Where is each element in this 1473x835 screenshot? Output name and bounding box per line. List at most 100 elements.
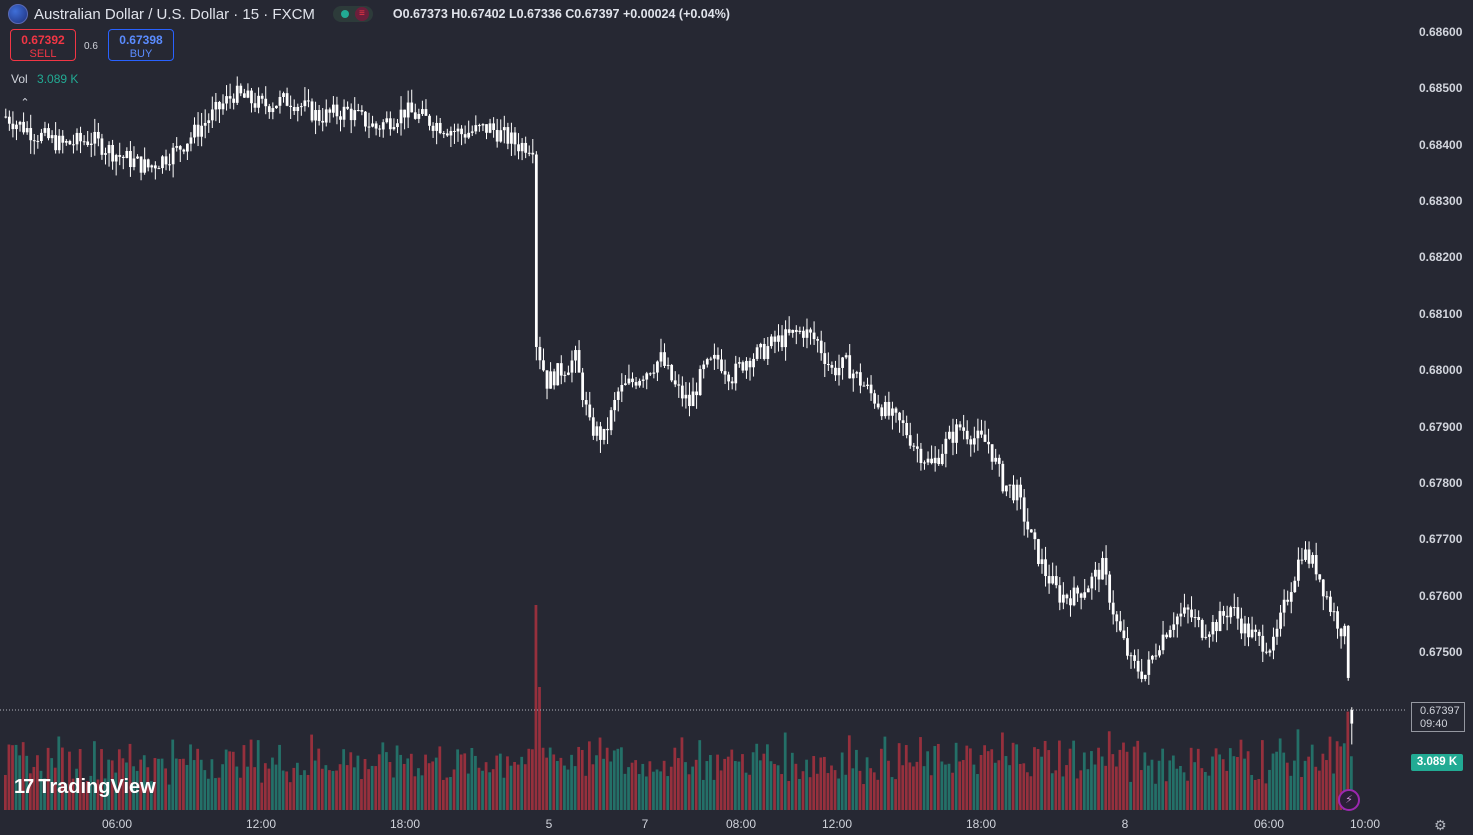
volume-bar	[509, 765, 513, 810]
candle-body	[474, 125, 478, 132]
symbol-title[interactable]: Australian Dollar / U.S. Dollar · 15 · F…	[34, 5, 315, 23]
candle-body	[96, 131, 100, 139]
candle-body	[428, 115, 431, 126]
volume-bar	[822, 756, 826, 810]
volume-bar	[1100, 756, 1104, 810]
candle-body	[812, 332, 816, 340]
volume-bar	[263, 763, 267, 810]
volume-bar	[388, 762, 392, 810]
volume-bar	[445, 777, 449, 810]
volume-bar	[1097, 747, 1100, 810]
market-status[interactable]: ≡	[332, 6, 373, 22]
volume-bar	[57, 736, 61, 810]
candle-body	[631, 378, 634, 383]
volume-bar	[947, 763, 951, 810]
price-tick-label: 0.67700	[1419, 532, 1463, 547]
candle-body	[1140, 671, 1144, 679]
market-open-dot-icon	[340, 10, 349, 18]
volume-bar	[933, 746, 937, 810]
volume-bar	[160, 758, 164, 810]
candle-body	[670, 364, 674, 381]
candle-body	[64, 141, 68, 143]
candle-body	[1054, 576, 1058, 586]
volume-bar	[100, 749, 103, 810]
candle-body	[1218, 611, 1222, 632]
candle-body	[86, 141, 90, 145]
volume-bar	[723, 758, 727, 810]
candle-body	[1168, 629, 1172, 638]
volume-bar	[1015, 744, 1019, 810]
volume-bar	[1204, 771, 1207, 810]
volume-bar	[1154, 783, 1157, 810]
volume-bar	[431, 761, 435, 810]
volume-bar	[1207, 775, 1211, 810]
candle-body	[257, 95, 260, 108]
candle-body	[1129, 655, 1133, 657]
candle-body	[100, 138, 104, 155]
volume-bar	[495, 755, 499, 810]
candle-body	[1293, 580, 1297, 593]
buy-button[interactable]: 0.67398 BUY	[108, 29, 174, 61]
candle-body	[787, 329, 791, 333]
candle-body	[1115, 614, 1119, 622]
candle-body	[1236, 607, 1240, 619]
volume-bar	[1314, 766, 1318, 810]
lightning-icon[interactable]: ⚡	[1338, 789, 1360, 811]
buy-label: BUY	[129, 48, 153, 60]
candle-body	[4, 116, 8, 118]
candle-body	[898, 412, 901, 421]
settings-gear-icon[interactable]: ⚙	[1434, 817, 1447, 833]
sell-button[interactable]: 0.67392 SELL	[10, 29, 76, 61]
candle-body	[826, 363, 830, 366]
candle-body	[841, 357, 844, 368]
candle-body	[688, 394, 691, 407]
volume-bar	[851, 768, 855, 810]
candle-body	[948, 431, 951, 439]
candle-body	[132, 158, 136, 168]
candle-body	[951, 431, 955, 443]
candle-body	[15, 124, 18, 130]
candle-body	[239, 85, 243, 94]
volume-bar	[139, 759, 143, 810]
volume-bar	[787, 781, 791, 810]
candle-body	[385, 118, 389, 123]
volume-bar	[1143, 752, 1147, 810]
volume-bar	[630, 762, 634, 810]
volume-bar	[1082, 752, 1086, 810]
volume-bar	[552, 754, 556, 810]
collapse-legend-icon[interactable]: ⌃	[20, 97, 30, 109]
candle-body	[285, 93, 289, 106]
volume-bar	[189, 744, 192, 810]
volume-bar	[794, 763, 798, 810]
candle-body	[545, 370, 549, 389]
volume-bar	[584, 775, 588, 810]
candle-body	[82, 141, 86, 143]
candle-body	[417, 113, 421, 119]
candle-body	[492, 123, 495, 130]
candle-body	[1094, 569, 1097, 577]
candle-body	[591, 417, 595, 436]
volume-bar	[1022, 763, 1026, 810]
buy-price: 0.67398	[119, 33, 163, 47]
candle-body	[1240, 618, 1243, 634]
volume-bar	[1236, 756, 1239, 810]
candle-body	[520, 142, 524, 152]
candle-body	[559, 363, 563, 376]
candle-body	[538, 346, 542, 361]
candle-body	[1015, 484, 1019, 501]
volume-bar	[997, 760, 1001, 810]
volume-bar	[516, 764, 520, 810]
candle-body	[677, 384, 681, 386]
volume-bar	[1335, 741, 1339, 810]
volume-bar	[68, 751, 71, 810]
volume-bar	[694, 759, 698, 810]
candle-body	[225, 96, 228, 104]
candle-body	[271, 108, 275, 113]
volume-bar	[21, 742, 25, 810]
tradingview-logo[interactable]: 17 TradingView	[14, 776, 156, 799]
candle-body	[648, 373, 652, 375]
volume-legend[interactable]: Vol 3.089 K	[11, 72, 78, 86]
volume-bar	[132, 766, 135, 810]
candle-body	[168, 164, 171, 166]
